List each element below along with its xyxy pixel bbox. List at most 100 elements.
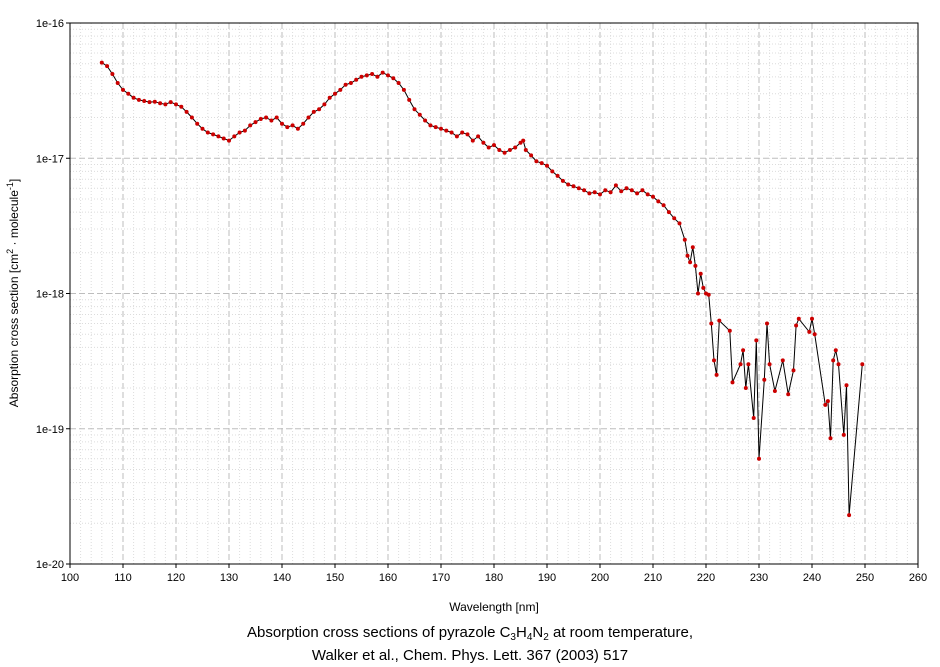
data-point	[99, 60, 104, 65]
data-point	[370, 72, 375, 76]
x-tick-label: 220	[697, 572, 715, 584]
data-point	[640, 188, 645, 193]
x-tick-label: 140	[273, 572, 291, 584]
data-point	[603, 188, 608, 193]
data-point	[690, 245, 695, 250]
data-point	[523, 148, 528, 152]
data-point	[810, 316, 814, 321]
data-point	[833, 348, 838, 353]
data-point	[481, 140, 486, 145]
data-point	[359, 74, 364, 79]
data-point	[274, 115, 279, 120]
y-axis-label: Absorption cross section [cm2 · molecule…	[5, 179, 21, 407]
x-tick-label: 230	[750, 572, 768, 584]
x-tick-label: 210	[644, 572, 662, 584]
x-tick-label: 190	[538, 572, 556, 584]
data-point	[158, 101, 163, 106]
data-point	[709, 321, 714, 326]
data-point	[765, 321, 769, 326]
x-tick-label: 260	[909, 572, 927, 584]
data-point	[412, 107, 417, 112]
data-point	[258, 117, 263, 121]
data-point	[566, 182, 571, 187]
data-point	[348, 81, 353, 85]
data-point	[507, 148, 512, 152]
data-point	[706, 292, 711, 297]
data-point	[428, 123, 433, 128]
series-line	[101, 62, 863, 516]
data-point	[592, 190, 597, 195]
data-point	[796, 316, 801, 321]
data-point	[492, 143, 496, 148]
x-tick-label: 120	[167, 572, 185, 584]
data-point	[635, 191, 640, 196]
data-point	[264, 115, 269, 120]
caption-line-1: Absorption cross sections of pyrazole C3…	[246, 624, 694, 643]
data-point	[269, 118, 274, 123]
data-point	[433, 125, 438, 130]
x-tick-label: 240	[803, 572, 821, 584]
data-point	[423, 118, 428, 123]
data-point	[285, 125, 290, 130]
data-point	[836, 362, 841, 367]
data-point	[529, 153, 534, 158]
data-point	[242, 128, 247, 133]
x-tick-label: 150	[326, 572, 344, 584]
x-tick-label: 180	[485, 572, 503, 584]
data-point	[762, 377, 767, 382]
data-point	[645, 192, 650, 197]
data-point	[780, 358, 785, 363]
data-point	[237, 130, 242, 135]
data-point	[301, 121, 306, 126]
data-point	[152, 99, 157, 104]
data-point	[513, 145, 518, 150]
data-point	[757, 456, 761, 461]
data-point	[730, 380, 735, 385]
data-point	[136, 97, 141, 102]
data-point	[682, 237, 687, 242]
data-point	[338, 87, 343, 92]
data-point	[841, 432, 846, 437]
y-tick-label: 1e-18	[36, 289, 64, 301]
data-point	[163, 102, 168, 107]
data-point	[677, 221, 682, 226]
data-point	[696, 291, 700, 296]
data-point	[470, 138, 475, 143]
data-point	[211, 132, 216, 137]
data-point	[253, 120, 258, 125]
data-point	[195, 121, 200, 126]
x-tick-label: 170	[432, 572, 450, 584]
data-point	[545, 163, 549, 168]
data-point	[465, 132, 470, 137]
data-point	[661, 203, 666, 208]
data-point	[791, 368, 796, 373]
data-point	[205, 130, 210, 135]
axis-ticks: 100 110 120 130 140 150 160 170 180 190 200 210 220 2…	[36, 18, 927, 584]
data-point	[179, 104, 184, 109]
y-tick-label: 1e-20	[36, 559, 64, 571]
data-point	[746, 362, 751, 367]
data-point	[131, 95, 136, 100]
data-point	[539, 161, 544, 166]
data-point	[598, 192, 602, 197]
data-point	[651, 194, 655, 199]
x-tick-label: 130	[220, 572, 238, 584]
data-point	[290, 123, 295, 128]
data-point	[717, 318, 722, 323]
data-point	[698, 271, 703, 276]
data-point	[741, 348, 746, 353]
data-point	[232, 134, 237, 139]
x-tick-label: 160	[379, 572, 397, 584]
data-point	[105, 64, 110, 69]
data-point	[571, 184, 576, 189]
data-point	[142, 99, 147, 103]
data-point	[110, 72, 115, 76]
data-point	[794, 323, 799, 328]
data-point	[386, 73, 390, 78]
data-point	[460, 130, 465, 135]
data-point	[688, 260, 693, 265]
data-point	[550, 169, 555, 174]
data-point	[831, 358, 836, 363]
data-point	[860, 362, 865, 367]
data-point	[751, 416, 756, 420]
